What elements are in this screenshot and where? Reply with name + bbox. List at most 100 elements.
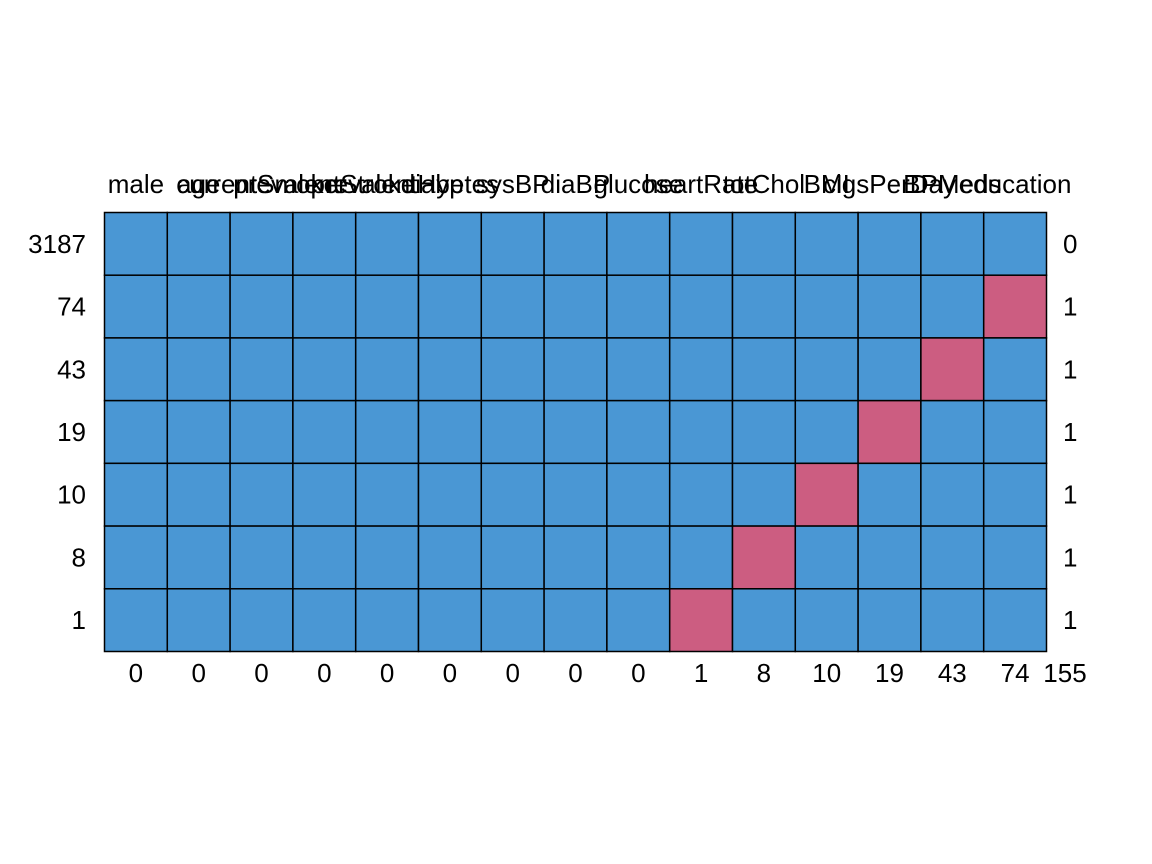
column-label: cigsPerDay xyxy=(823,169,956,199)
observed-cell xyxy=(794,399,859,465)
observed-cell xyxy=(292,525,357,590)
observed-cell xyxy=(857,462,922,527)
observed-cell xyxy=(606,588,671,653)
column-total-label: 19 xyxy=(875,658,904,688)
observed-cell xyxy=(606,399,671,465)
observed-cell xyxy=(103,588,169,653)
observed-cell xyxy=(543,399,608,465)
observed-cell xyxy=(354,274,420,339)
observed-cell xyxy=(229,525,294,590)
observed-cell xyxy=(606,274,671,339)
observed-cell xyxy=(920,399,985,465)
observed-cell xyxy=(166,588,231,653)
cells-layer xyxy=(103,211,1048,653)
observed-cell xyxy=(417,211,483,276)
column-label: prevalentHyp xyxy=(310,169,463,199)
observed-cell xyxy=(229,337,294,402)
total-missing-label: 155 xyxy=(1043,658,1086,688)
observed-cell xyxy=(543,274,608,339)
observed-cell xyxy=(417,274,483,339)
observed-cell xyxy=(480,337,545,402)
row-count-label: 3187 xyxy=(28,229,86,259)
missing-cell xyxy=(731,525,797,590)
observed-cell xyxy=(606,337,671,402)
column-label: glucose xyxy=(593,169,683,199)
column-total-label: 1 xyxy=(694,658,708,688)
row-missing-labels: 0 1 1 1 1 1 1 xyxy=(1063,229,1077,635)
column-total-label: 0 xyxy=(568,658,582,688)
observed-cell xyxy=(417,462,483,527)
observed-cell xyxy=(166,525,231,590)
observed-cell xyxy=(920,588,985,653)
observed-cell xyxy=(480,525,545,590)
observed-cell xyxy=(668,525,734,590)
observed-cell xyxy=(920,525,985,590)
missing-cell xyxy=(982,274,1048,339)
observed-cell xyxy=(417,588,483,653)
missing-cell xyxy=(857,399,922,465)
row-missing-label: 1 xyxy=(1063,605,1077,635)
observed-cell xyxy=(166,399,231,465)
row-missing-label: 1 xyxy=(1063,417,1077,447)
row-count-label: 74 xyxy=(57,292,86,322)
observed-cell xyxy=(229,588,294,653)
observed-cell xyxy=(982,525,1048,590)
column-label: diabetes xyxy=(401,169,499,199)
observed-cell xyxy=(103,337,169,402)
observed-cell xyxy=(982,337,1048,402)
row-count-label: 8 xyxy=(72,542,86,572)
observed-cell xyxy=(543,462,608,527)
observed-cell xyxy=(292,211,357,276)
observed-cell xyxy=(794,525,859,590)
observed-cell xyxy=(417,337,483,402)
column-total-label: 0 xyxy=(129,658,143,688)
observed-cell xyxy=(857,211,922,276)
observed-cell xyxy=(292,337,357,402)
column-label: currentSmoker xyxy=(176,169,347,199)
row-count-label: 19 xyxy=(57,417,86,447)
observed-cell xyxy=(480,462,545,527)
observed-cell xyxy=(292,274,357,339)
row-missing-label: 0 xyxy=(1063,229,1077,259)
column-label: BPMeds xyxy=(903,169,1001,199)
observed-cell xyxy=(166,462,231,527)
column-total-label: 0 xyxy=(631,658,645,688)
column-total-label: 0 xyxy=(380,658,394,688)
column-label: male xyxy=(108,169,164,199)
observed-cell xyxy=(668,274,734,339)
observed-cell xyxy=(354,399,420,465)
observed-cell xyxy=(103,399,169,465)
column-total-label: 74 xyxy=(1001,658,1030,688)
row-count-label: 10 xyxy=(57,480,86,510)
column-total-label: 0 xyxy=(254,658,268,688)
observed-cell xyxy=(354,211,420,276)
observed-cell xyxy=(731,274,797,339)
observed-cell xyxy=(103,211,169,276)
observed-cell xyxy=(920,462,985,527)
observed-cell xyxy=(794,211,859,276)
column-total-labels: 0 0 0 0 0 0 0 0 0 1 8 10 19 43 74 xyxy=(129,658,1030,688)
observed-cell xyxy=(292,399,357,465)
observed-cell xyxy=(794,588,859,653)
column-label: education xyxy=(959,169,1072,199)
row-count-label: 43 xyxy=(57,354,86,384)
column-total-label: 0 xyxy=(443,658,457,688)
observed-cell xyxy=(417,399,483,465)
missing-cell xyxy=(920,337,985,402)
observed-cell xyxy=(229,462,294,527)
observed-cell xyxy=(292,462,357,527)
observed-cell xyxy=(103,274,169,339)
observed-cell xyxy=(857,337,922,402)
observed-cell xyxy=(229,211,294,276)
observed-cell xyxy=(229,399,294,465)
observed-cell xyxy=(480,274,545,339)
column-label: prevalentStroke xyxy=(233,169,415,199)
row-missing-label: 1 xyxy=(1063,480,1077,510)
row-missing-label: 1 xyxy=(1063,542,1077,572)
observed-cell xyxy=(982,462,1048,527)
observed-cell xyxy=(857,588,922,653)
observed-cell xyxy=(480,399,545,465)
observed-cell xyxy=(606,462,671,527)
column-label: diaBP xyxy=(541,169,610,199)
